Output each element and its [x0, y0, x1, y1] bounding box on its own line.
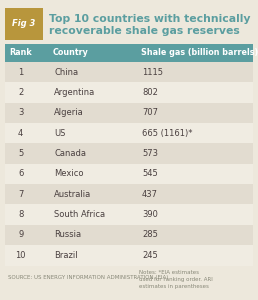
Text: Rank: Rank [9, 48, 32, 57]
Text: 802: 802 [142, 88, 158, 97]
Text: 10: 10 [15, 251, 26, 260]
Text: Shale gas (billion barrels): Shale gas (billion barrels) [141, 48, 258, 57]
Text: SOURCE: US ENERGY INFORMATION ADMINISTRATION (EIA): SOURCE: US ENERGY INFORMATION ADMINISTRA… [8, 275, 168, 280]
FancyBboxPatch shape [5, 205, 253, 225]
Text: 1: 1 [18, 68, 23, 77]
Text: 2: 2 [18, 88, 23, 97]
FancyBboxPatch shape [5, 103, 253, 123]
Text: Brazil: Brazil [54, 251, 78, 260]
Text: Country: Country [53, 48, 89, 57]
FancyBboxPatch shape [5, 62, 253, 82]
Text: recoverable shale gas reserves: recoverable shale gas reserves [49, 26, 240, 36]
FancyBboxPatch shape [5, 164, 253, 184]
FancyBboxPatch shape [5, 44, 253, 62]
Text: Russia: Russia [54, 230, 81, 239]
Text: Argentina: Argentina [54, 88, 95, 97]
FancyBboxPatch shape [5, 143, 253, 164]
Text: 437: 437 [142, 190, 158, 199]
FancyBboxPatch shape [5, 184, 253, 205]
Text: 665 (1161)*: 665 (1161)* [142, 129, 192, 138]
Text: 573: 573 [142, 149, 158, 158]
FancyBboxPatch shape [5, 245, 253, 266]
Text: 5: 5 [18, 149, 23, 158]
FancyBboxPatch shape [5, 225, 253, 245]
Text: Canada: Canada [54, 149, 86, 158]
Text: 6: 6 [18, 169, 23, 178]
Text: 245: 245 [142, 251, 158, 260]
Text: 9: 9 [18, 230, 23, 239]
Text: 285: 285 [142, 230, 158, 239]
Text: South Africa: South Africa [54, 210, 105, 219]
Text: Top 10 countries with technically: Top 10 countries with technically [49, 14, 251, 23]
Text: 1115: 1115 [142, 68, 163, 77]
Text: US: US [54, 129, 66, 138]
Text: 545: 545 [142, 169, 158, 178]
Text: Australia: Australia [54, 190, 91, 199]
FancyBboxPatch shape [5, 123, 253, 143]
Text: 3: 3 [18, 108, 23, 117]
Text: Fig 3: Fig 3 [12, 19, 36, 28]
Text: 707: 707 [142, 108, 158, 117]
Text: 8: 8 [18, 210, 23, 219]
Text: 4: 4 [18, 129, 23, 138]
Text: China: China [54, 68, 78, 77]
Text: Notes: *EIA estimates
used for ranking order. ARI
estimates in parentheses: Notes: *EIA estimates used for ranking o… [139, 270, 213, 289]
FancyBboxPatch shape [5, 82, 253, 103]
FancyBboxPatch shape [5, 8, 43, 40]
Text: Algeria: Algeria [54, 108, 84, 117]
Text: 390: 390 [142, 210, 158, 219]
Text: 7: 7 [18, 190, 23, 199]
Text: Mexico: Mexico [54, 169, 84, 178]
